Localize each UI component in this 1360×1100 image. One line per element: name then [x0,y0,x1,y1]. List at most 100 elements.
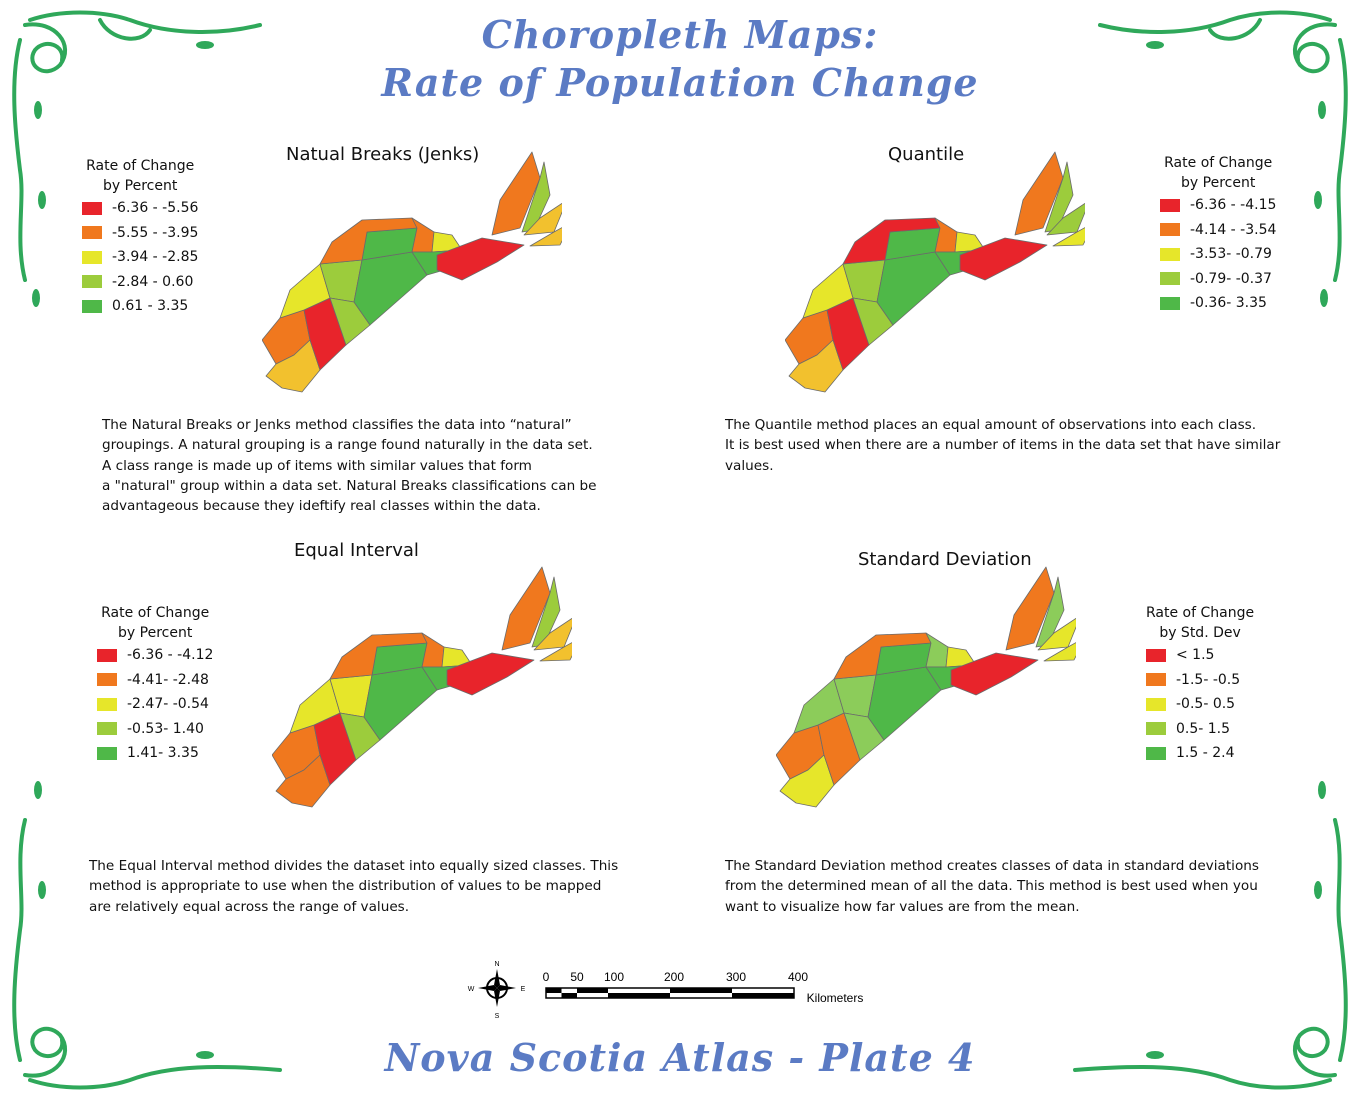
compass-n-label: N [494,961,499,968]
description-line: The Natural Breaks or Jenks method class… [102,417,572,433]
description-line: A class range is made up of items with s… [102,457,532,474]
legend-standard-deviation: Rate of Change by Std. Dev < 1.5 -1.5- -… [1146,603,1254,766]
vine-ornament [28,1065,282,1090]
county-region [1043,642,1076,662]
legend-swatch [1160,223,1180,237]
legend-swatch [1146,648,1166,662]
description-line: are relatively equal across the range of… [89,898,410,915]
legend-swatch [1160,296,1180,310]
legend-label: -0.53- 1.40 [127,720,204,737]
legend-swatch [1146,722,1166,736]
description-line: The Equal Interval method divides the da… [89,858,619,874]
description-line: method is appropriate to use when the di… [89,878,602,895]
legend-swatch [97,746,117,760]
legend-item: 0.5- 1.5 [1146,717,1254,742]
map-title-jenks: Natual Breaks (Jenks) [286,144,480,165]
legend-swatch [82,226,102,240]
legend-equal-interval: Rate of Change by Percent -6.36 - -4.12 … [97,603,213,766]
legend-item: 1.41- 3.35 [97,741,213,766]
legend-label: -3.53- -0.79 [1190,246,1272,263]
legend-label: -0.36- 3.35 [1190,295,1267,312]
legend-quantile: Rate of Change by Percent -6.36 - -4.15 … [1160,153,1276,316]
page-title-line-1: Choropleth Maps: [481,12,879,57]
legend-item: -2.47- -0.54 [97,692,213,717]
legend-swatch [1146,746,1166,760]
county-region [501,566,551,651]
legend-subtitle: by Percent [103,178,178,194]
legend-swatch [82,275,102,289]
nova-scotia-map-standard-deviation [776,566,1076,808]
county-region [436,237,525,281]
legend-item: -0.36- 3.35 [1160,291,1276,316]
description-line: advantageous because they ideftify real … [102,498,541,515]
compass-s-label: S [495,1013,500,1020]
legend-item: -4.41- -2.48 [97,668,213,693]
scale-tick-label: 300 [726,970,746,984]
legend-item: 1.5 - 2.4 [1146,741,1254,766]
legend-item: 0.61 - 3.35 [82,294,198,319]
legend-label: -2.84 - 0.60 [112,273,194,290]
legend-label: 1.41- 3.35 [127,745,199,762]
legend-swatch [97,648,117,662]
county-region [950,652,1039,696]
legend-item: < 1.5 [1146,643,1254,668]
scale-tick-label: 50 [570,970,584,984]
legend-swatch [1160,247,1180,261]
legend-item: -2.84 - 0.60 [82,270,198,295]
vine-ornament [12,818,27,1062]
description-jenks: The Natural Breaks or Jenks method class… [102,415,597,516]
nova-scotia-map-jenks [262,151,562,393]
legend-item: -6.36 - -5.56 [82,196,198,221]
county-region [275,754,331,808]
county-region [523,202,562,236]
county-region [446,652,535,696]
compass-w-label: W [468,986,475,993]
legend-title: Rate of Change [1146,605,1255,621]
legend-label: 0.5- 1.5 [1176,720,1231,737]
legend-swatch [1160,272,1180,286]
county-region [876,251,951,326]
county-region [1037,617,1076,651]
description-line: The Quantile method places an equal amou… [725,417,1257,433]
leaf-ornament [34,101,42,119]
legend-item: -0.5- 0.5 [1146,692,1254,717]
legend-label: -4.14 - -3.54 [1190,221,1277,238]
legend-swatch [97,697,117,711]
description-line: a "natural" group within a data set. Nat… [102,477,597,494]
leaf-ornament [1146,1051,1164,1059]
leaf-ornament [38,881,46,899]
county-region [491,151,541,236]
legend-item: -4.14 - -3.54 [1160,218,1276,243]
legend-item: -6.36 - -4.15 [1160,193,1276,218]
legend-swatch [97,722,117,736]
leaf-ornament [34,781,42,799]
description-line: It is best used when there are a number … [725,437,1281,454]
legend-swatch [1146,697,1166,711]
legend-subtitle: by Percent [118,625,193,641]
legend-item: -6.36 - -4.12 [97,643,213,668]
description-quantile: The Quantile method places an equal amou… [725,415,1280,476]
page-footer-title: Nova Scotia Atlas - Plate 4 [384,1035,976,1080]
legend-label: -1.5- -0.5 [1176,671,1241,688]
legend-swatch [1146,673,1166,687]
county-region [363,666,438,741]
description-equal-interval: The Equal Interval method divides the da… [89,856,618,917]
legend-swatch [82,250,102,264]
knot-ornament [23,22,67,74]
knot-ornament [23,1026,67,1078]
map-title-quantile: Quantile [888,144,965,165]
county-region [779,754,835,808]
legend-label: -0.79- -0.37 [1190,270,1272,287]
legend-title: Rate of Change [86,158,195,174]
county-region [1014,151,1064,236]
scale-tick-label: 400 [788,970,808,984]
scale-tick-label: 0 [543,970,550,984]
scale-tick-label: 100 [604,970,624,984]
north-arrow-icon: N S E W [468,961,526,1020]
legend-subtitle: by Percent [1181,175,1256,191]
county-region [353,251,428,326]
vine-ornament [1333,818,1348,1062]
page-title-line-2: Rate of Population Change [381,60,979,105]
description-line: groupings. A natural grouping is a range… [102,437,593,454]
scale-bar-and-compass: N S E W 0 50 100 200 300 400 Kilometers [468,961,864,1020]
